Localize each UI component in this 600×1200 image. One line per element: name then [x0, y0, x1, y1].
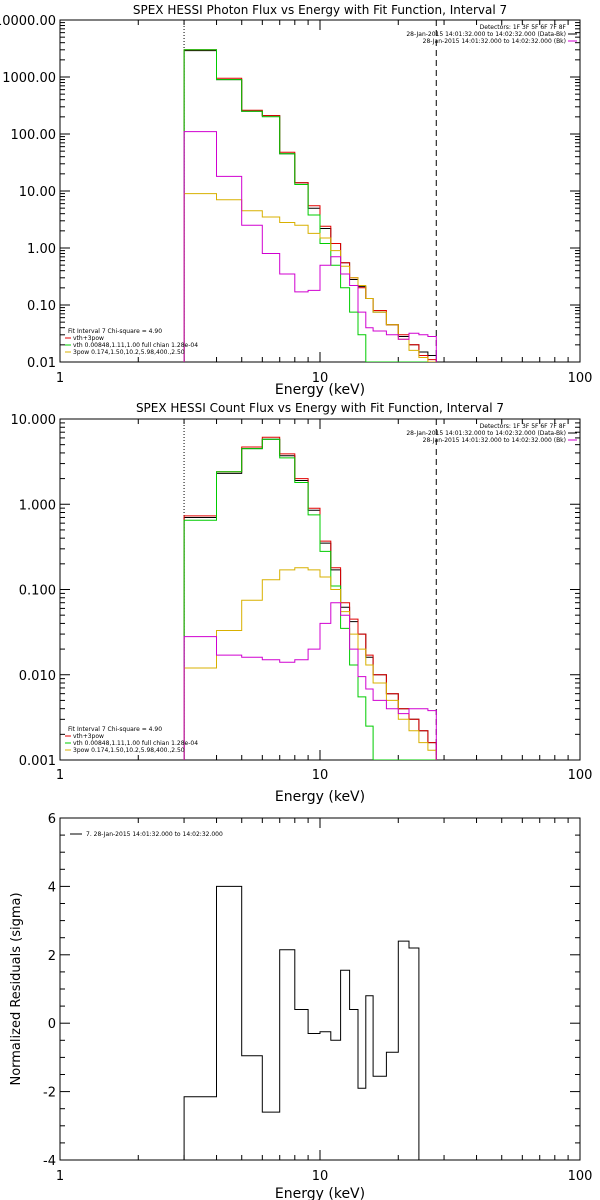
y-tick-label: 0.10 — [27, 299, 56, 314]
y-tick-label: 0.001 — [19, 754, 56, 769]
y-tick-label: 4 — [48, 880, 56, 895]
y-tick-label: -2 — [43, 1086, 56, 1101]
series-line-3 — [183, 438, 437, 760]
plot-frame — [59, 19, 581, 363]
chart-panel-1: SPEX HESSI Photon Flux vs Energy with Fi… — [0, 3, 592, 398]
legend-entry: vth+3pow — [73, 335, 104, 342]
x-tick-label: 100 — [568, 768, 593, 783]
legend-entry: vth 0.00848,1.11,1.00 full chian 1.28e-0… — [73, 740, 198, 747]
y-tick-label: 1.00 — [27, 242, 56, 257]
x-tick-label: 1 — [56, 371, 64, 386]
plot-frame — [59, 418, 581, 761]
legend-entry: 3pow 0.174,1.50,10.2,5.98,400.,2.50 — [73, 747, 185, 754]
legend-entry: Detectors: 1F 3F 5F 6F 7F 8F — [480, 423, 567, 430]
legend-entry: 28-Jan-2015 14:01:32.000 to 14:02:32.000… — [406, 430, 566, 437]
x-axis-label: Energy (keV) — [275, 789, 365, 805]
chart-title: SPEX HESSI Count Flux vs Energy with Fit… — [136, 401, 504, 415]
legend-entry: 3pow 0.174,1.50,10.2,5.98,400.,2.50 — [73, 349, 185, 356]
legend-entry: 7. 28-Jan-2015 14:01:32.000 to 14:02:32.… — [86, 831, 223, 838]
y-tick-label: 0.100 — [19, 584, 56, 599]
y-tick-label: 1.000 — [19, 498, 56, 513]
series-group — [183, 885, 420, 1160]
series-line-4 — [183, 567, 437, 760]
x-tick-label: 100 — [568, 371, 593, 386]
series-line-5 — [183, 131, 437, 362]
series-line-5 — [183, 602, 437, 760]
x-tick-label: 1 — [56, 768, 64, 783]
x-tick-label: 100 — [568, 1169, 593, 1184]
legend-entry: Fit Interval 7 Chi-square = 4.90 — [68, 726, 162, 733]
y-tick-label: 6 — [48, 812, 56, 827]
y-tick-label: 10000.00 — [0, 14, 56, 29]
x-axis-label: Energy (keV) — [275, 382, 365, 398]
y-tick-label: 100.00 — [11, 128, 57, 143]
y-tick-label: 0 — [48, 1017, 56, 1032]
x-axis-label: Energy (keV) — [275, 1186, 365, 1200]
x-tick-label: 10 — [312, 768, 329, 783]
series-group — [183, 436, 437, 760]
y-axis-label: Normalized Residuals (sigma) — [9, 892, 24, 1085]
legend-entry: Fit Interval 7 Chi-square = 4.90 — [68, 328, 162, 335]
series-line-2 — [183, 49, 437, 362]
y-tick-label: 1000.00 — [2, 71, 56, 86]
chart-panel-2: SPEX HESSI Count Flux vs Energy with Fit… — [11, 401, 593, 805]
series-line-1 — [183, 885, 420, 1160]
plot-frame — [59, 817, 581, 1161]
y-tick-label: 0.01 — [27, 356, 56, 371]
legend-entry: 28-Jan-2015 14:01:32.000 to 14:02:32.000… — [423, 437, 566, 444]
series-group — [183, 49, 437, 362]
legend-entry: 28-Jan-2015 14:01:32.000 to 14:02:32.000… — [406, 31, 566, 38]
chart-panel-3: 1 10 100 -4 -2 0 2 4 6 Energy (keV) Normalized Res… — [9, 812, 592, 1200]
y-tick-label: 2 — [48, 949, 56, 964]
y-tick-label: 0.010 — [19, 669, 56, 684]
x-tick-label: 1 — [56, 1169, 64, 1184]
y-tick-label: -4 — [43, 1154, 56, 1169]
chart-title: SPEX HESSI Photon Flux vs Energy with Fi… — [133, 3, 507, 17]
legend-entry: 28-Jan-2015 14:01:32.000 to 14:02:32.000… — [423, 38, 566, 45]
legend-entry: Detectors: 1F 3F 5F 6F 7F 8F — [480, 24, 567, 31]
legend-entry: vth+3pow — [73, 733, 104, 740]
x-tick-label: 10 — [312, 1169, 329, 1184]
x-tick-label: 10 — [312, 371, 329, 386]
legend-entry: vth 0.00848,1.11,1.00 full chian 1.28e-0… — [73, 342, 198, 349]
y-tick-label: 10.000 — [11, 413, 57, 428]
y-tick-label: 10.00 — [19, 185, 56, 200]
